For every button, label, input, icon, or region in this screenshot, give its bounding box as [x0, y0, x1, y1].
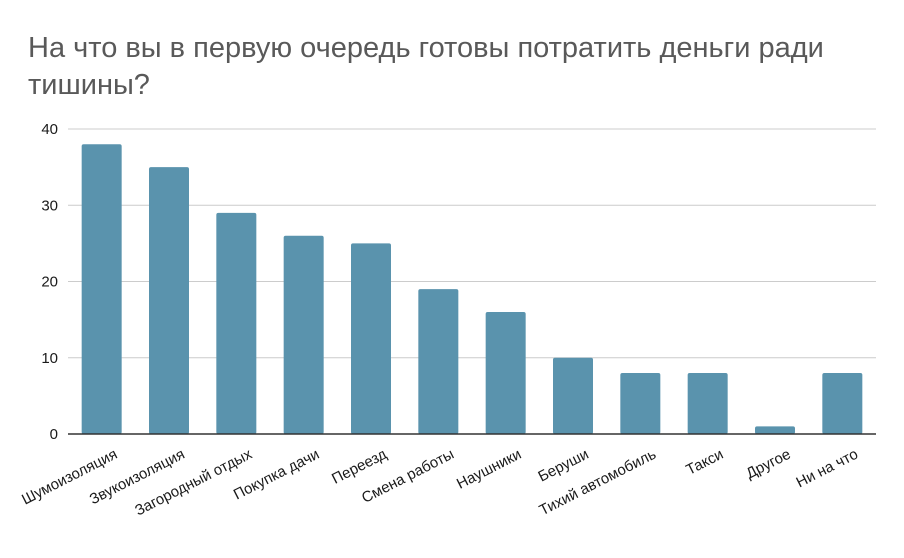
bar: [620, 373, 661, 434]
chart-title: На что вы в первую очередь готовы потрат…: [28, 32, 824, 101]
bar: [149, 167, 189, 434]
gridlines: [68, 128, 876, 359]
y-tick-label: 10: [41, 350, 58, 367]
bar: [485, 312, 526, 434]
y-tick-label: 30: [41, 197, 58, 214]
bar: [687, 373, 728, 434]
y-tick-label: 0: [50, 426, 58, 443]
y-tick-label: 20: [41, 274, 58, 291]
y-axis-ticks: 0 10 20 30 40: [41, 121, 58, 443]
x-category-label: Тихий автомобиль: [537, 446, 659, 520]
x-category-label: Наушники: [454, 446, 524, 493]
x-category-label: Загородный отдых: [132, 445, 255, 519]
bar: [418, 289, 459, 434]
x-category-label: Ни на что: [793, 446, 860, 492]
bar: [216, 212, 257, 434]
bars: [81, 144, 863, 434]
x-category-label: Другое: [743, 446, 793, 483]
bar: [351, 243, 391, 434]
x-category-label: Такси: [683, 446, 726, 479]
bar: [755, 426, 795, 434]
bar: [283, 235, 324, 434]
bar: [553, 357, 593, 434]
bar: [822, 373, 863, 434]
bar: [81, 144, 122, 434]
y-tick-label: 40: [41, 121, 58, 138]
